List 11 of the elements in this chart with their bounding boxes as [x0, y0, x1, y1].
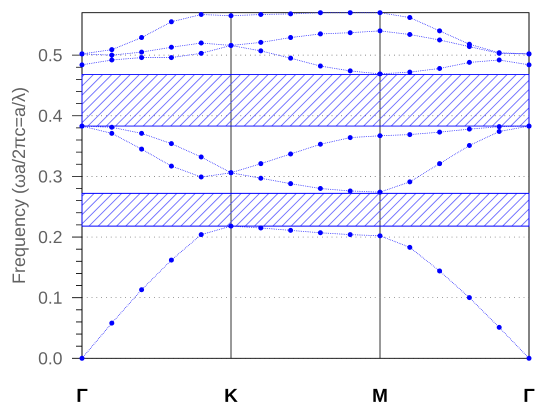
y-tick-label: 0.0 [38, 352, 62, 364]
y-tick-label: 0.1 [38, 291, 62, 304]
y-tick-label: 0.4 [38, 110, 62, 122]
x-tick-label: Γ [78, 388, 88, 402]
x-tick-label: K [225, 388, 238, 402]
x-tick-label: Γ [524, 388, 534, 402]
y-tick-label: 0.3 [38, 170, 62, 183]
y-tick-label: 0.5 [38, 48, 62, 62]
y-tick-label: 0.2 [38, 230, 62, 244]
y-axis-title: Frequency (ωa/2πc=a/λ) [12, 88, 29, 283]
x-tick-label: M [373, 388, 387, 402]
